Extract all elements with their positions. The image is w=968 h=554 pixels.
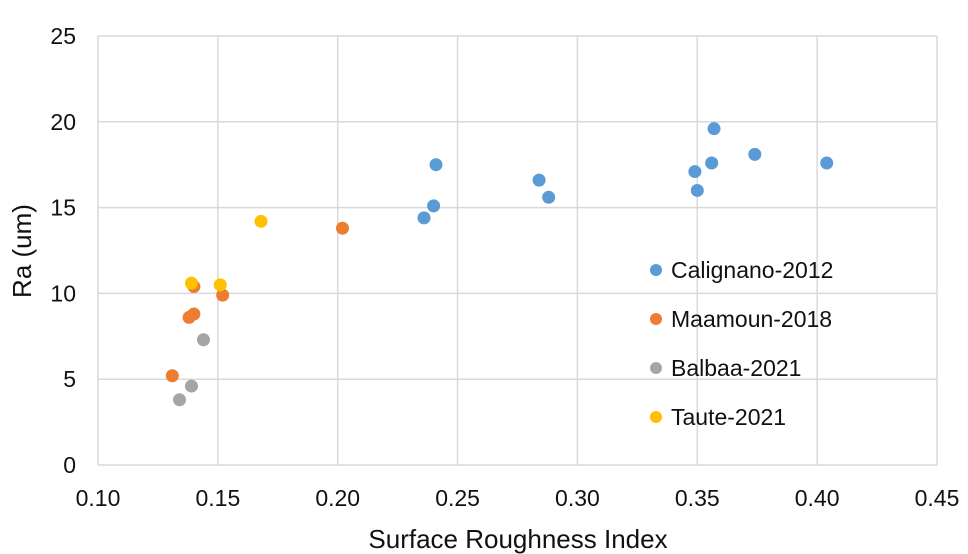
legend-label-taute-2021: Taute-2021 — [671, 404, 786, 430]
point-calignano-2012 — [820, 156, 834, 170]
point-calignano-2012 — [707, 122, 721, 136]
legend-marker-taute-2021 — [650, 411, 662, 423]
x-tick-label: 0.20 — [315, 485, 360, 511]
x-tick-label: 0.45 — [915, 485, 960, 511]
point-maamoun-2018 — [187, 307, 201, 321]
y-tick-label: 0 — [63, 452, 76, 478]
point-maamoun-2018 — [165, 369, 179, 383]
gridlines — [97, 35, 938, 466]
point-taute-2021 — [254, 214, 268, 228]
point-calignano-2012 — [705, 156, 719, 170]
y-tick-label: 20 — [50, 109, 76, 135]
point-taute-2021 — [213, 278, 227, 292]
x-axis-title: Surface Roughness Index — [368, 524, 667, 554]
point-taute-2021 — [184, 276, 198, 290]
y-tick-label: 5 — [63, 366, 76, 392]
point-calignano-2012 — [427, 199, 441, 213]
legend: Calignano-2012 Maamoun-2018 Balbaa-2021 Tau… — [650, 257, 833, 430]
point-calignano-2012 — [748, 147, 762, 161]
point-calignano-2012 — [688, 165, 702, 179]
x-tick-label: 0.30 — [555, 485, 600, 511]
x-tick-label: 0.35 — [675, 485, 720, 511]
point-calignano-2012 — [542, 190, 556, 204]
legend-label-maamoun-2018: Maamoun-2018 — [671, 306, 832, 332]
point-maamoun-2018 — [336, 221, 350, 235]
point-calignano-2012 — [690, 183, 704, 197]
point-balbaa-2021 — [196, 333, 210, 347]
point-calignano-2012 — [532, 173, 546, 187]
y-tick-label: 10 — [50, 280, 76, 306]
data-points — [165, 122, 834, 407]
y-tick-label: 15 — [50, 195, 76, 221]
legend-marker-balbaa-2021 — [650, 362, 662, 374]
y-tick-label: 25 — [50, 23, 76, 49]
point-calignano-2012 — [417, 211, 431, 225]
x-tick-label: 0.40 — [795, 485, 840, 511]
x-tick-label: 0.25 — [435, 485, 480, 511]
legend-label-balbaa-2021: Balbaa-2021 — [671, 355, 801, 381]
point-balbaa-2021 — [173, 393, 187, 407]
x-axis-ticks: 0.10 0.15 0.20 0.25 0.30 0.35 0.40 0.45 — [76, 485, 960, 511]
point-maamoun-2018 — [216, 288, 230, 302]
point-balbaa-2021 — [184, 379, 198, 393]
legend-marker-calignano-2012 — [650, 264, 662, 276]
y-axis-title: Ra (um) — [7, 204, 37, 298]
legend-label-calignano-2012: Calignano-2012 — [671, 257, 833, 283]
x-tick-label: 0.15 — [195, 485, 240, 511]
x-tick-label: 0.10 — [76, 485, 121, 511]
point-calignano-2012 — [429, 158, 443, 172]
y-axis-ticks: 0 5 10 15 20 25 — [50, 23, 76, 478]
legend-marker-maamoun-2018 — [650, 313, 662, 325]
